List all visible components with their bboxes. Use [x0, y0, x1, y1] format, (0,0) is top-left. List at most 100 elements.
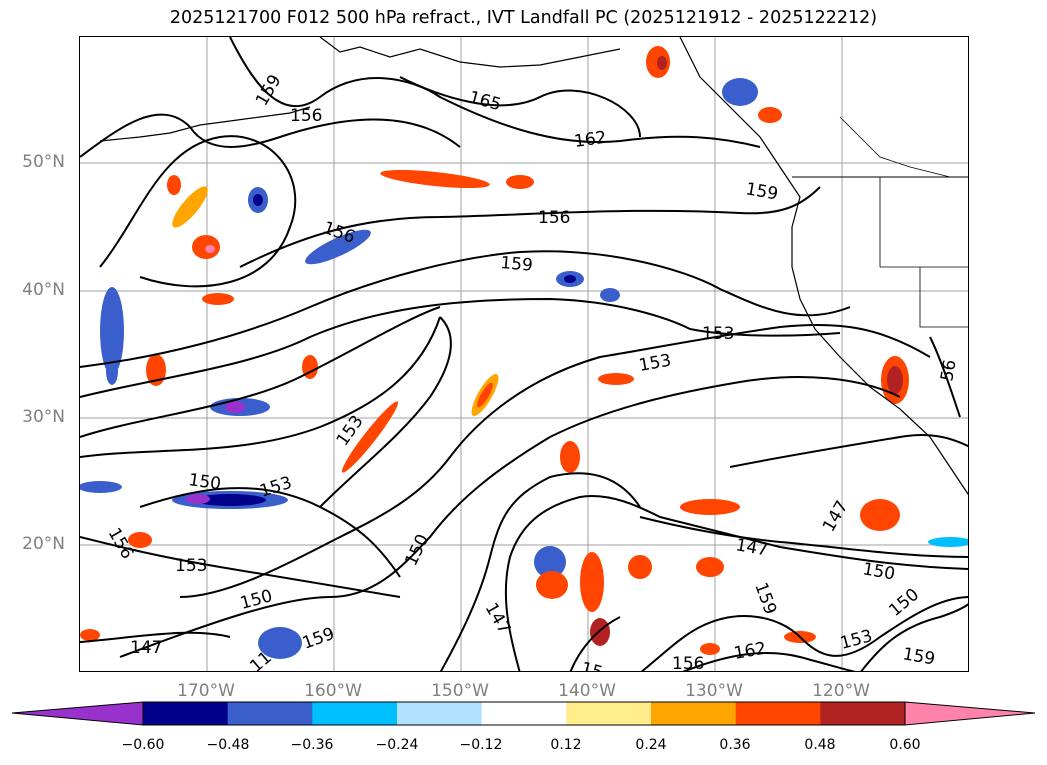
colorbar-tick: 0.60	[889, 737, 921, 753]
contour-label: 156	[290, 106, 322, 126]
aleutian-islands	[99, 106, 311, 142]
negative-patch	[186, 494, 210, 504]
state-borders	[879, 177, 968, 328]
positive-patch	[167, 175, 181, 195]
colorbar-segment	[651, 702, 737, 725]
contour-label: 159	[300, 624, 337, 654]
contour-line	[229, 37, 761, 148]
lon-label-130w: 130°W	[685, 681, 743, 701]
colorbar-segment	[397, 702, 483, 725]
contour-label: 153	[175, 556, 207, 576]
negative-patch	[564, 275, 576, 283]
contour-label: 150	[401, 531, 433, 569]
lon-label-150w: 150°W	[431, 681, 489, 701]
positive-patch	[477, 382, 493, 408]
contour-line	[682, 652, 856, 671]
alaska-coast	[319, 37, 621, 68]
colorbar-tick: 0.36	[719, 737, 751, 753]
colorbar-tick: −0.12	[459, 737, 503, 753]
contour-line	[139, 487, 401, 578]
map-canvas: 159 156 165 162 159 156 156 159 153 153 …	[80, 37, 968, 672]
contour-label: 159	[252, 71, 286, 109]
contour-line	[179, 323, 931, 598]
negative-patch	[305, 229, 371, 265]
negative-patch	[258, 627, 302, 659]
colorbar-segment	[566, 702, 652, 725]
contour-line	[860, 603, 968, 671]
colorbar	[11, 701, 1036, 726]
graticule	[80, 37, 968, 671]
contour-line	[80, 306, 441, 438]
contour-label: 147	[130, 638, 162, 658]
positive-patch	[560, 441, 580, 473]
positive-patch	[696, 557, 724, 577]
contour-line	[99, 135, 297, 288]
colorbar-tick: 0.12	[550, 737, 582, 753]
colorbar-segment	[820, 702, 906, 725]
colorbar-segment	[735, 702, 821, 725]
contour-line	[504, 495, 968, 671]
contour-label: 153	[702, 324, 734, 344]
positive-patch	[657, 56, 667, 70]
contour-line	[80, 113, 461, 158]
colorbar-extend-low	[12, 702, 143, 725]
negative-patch	[534, 546, 566, 578]
lon-label-140w: 140°W	[558, 681, 616, 701]
colorbar-segments	[12, 702, 1035, 725]
colorbar-extend-high	[905, 702, 1035, 725]
contour-line	[729, 434, 968, 468]
contour-label: 159	[901, 644, 936, 669]
lon-label-170w: 170°W	[177, 681, 235, 701]
colorbar-outline-right	[904, 701, 1036, 726]
positive-patch	[205, 245, 215, 253]
negative-patch	[100, 287, 124, 375]
positive-patch	[146, 354, 166, 386]
colorbar-segment	[481, 702, 567, 725]
contours	[80, 37, 968, 671]
contour-label: 156	[672, 654, 704, 672]
contour-label: 153	[838, 626, 875, 654]
negative-patch	[80, 481, 122, 493]
contour-label: 159	[744, 179, 779, 204]
colorbar-tick: −0.60	[121, 737, 165, 753]
negative-patch	[722, 78, 758, 106]
positive-patch	[506, 175, 534, 189]
contour-line	[80, 536, 401, 598]
positive-patch	[590, 618, 610, 646]
contour-labels: 159 156 165 162 159 156 156 159 153 153 …	[104, 71, 961, 672]
shaded-field	[80, 46, 968, 659]
contour-label: 162	[573, 128, 608, 152]
negative-patch	[106, 357, 118, 385]
lat-label-50n: 50°N	[22, 152, 65, 172]
positive-patch	[758, 107, 782, 123]
positive-patch	[580, 552, 604, 612]
colorbar-tick: 0.48	[804, 737, 836, 753]
positive-patch	[128, 532, 152, 548]
contour-label: 150	[885, 585, 923, 621]
coastlines	[99, 37, 968, 496]
contour-line	[319, 316, 452, 508]
map-plot-area: 159 156 165 162 159 156 156 159 153 153 …	[79, 36, 969, 672]
colorbar-tick: −0.36	[290, 737, 334, 753]
positive-patch	[628, 555, 652, 579]
north-america-coast	[679, 37, 968, 496]
contour-line	[399, 76, 641, 138]
positive-patch	[887, 366, 903, 394]
canada-province-border	[839, 116, 951, 178]
positive-patch	[680, 499, 740, 515]
positive-patch	[536, 571, 568, 599]
contour-label: 153	[257, 473, 294, 502]
positive-patch	[80, 629, 100, 641]
contour-label: 147	[819, 497, 853, 535]
positive-patch	[202, 293, 234, 305]
colorbar-segment	[312, 702, 398, 725]
contour-line	[119, 376, 901, 658]
colorbar-tick: −0.24	[375, 737, 419, 753]
contour-label: 147	[734, 535, 769, 560]
contour-line	[929, 336, 961, 418]
negative-patch	[253, 194, 263, 206]
map-title: 2025121700 F012 500 hPa refract., IVT La…	[169, 8, 878, 28]
contour-line	[80, 297, 841, 398]
contour-line	[80, 631, 231, 643]
contour-label: 150	[238, 586, 275, 614]
